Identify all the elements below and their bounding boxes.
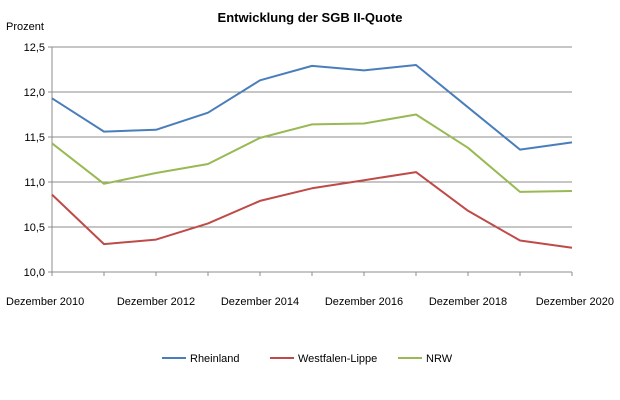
y-tick-label: 11,5 — [24, 132, 45, 144]
x-tick-label: Dezember 2018 — [429, 296, 507, 308]
y-tick-label: 12,0 — [24, 87, 45, 99]
legend-label: Rheinland — [190, 353, 240, 365]
y-tick-label: 12,5 — [24, 42, 45, 54]
series-line-2 — [51, 113, 573, 193]
legend-label: NRW — [426, 353, 453, 365]
x-tick-label: Dezember 2016 — [325, 296, 403, 308]
x-tick-label: Dezember 2010 — [6, 296, 84, 308]
series-line-0 — [51, 64, 573, 151]
x-tick-labels: Dezember 2010 Dezember 2012 Dezember 2014 D… — [6, 296, 614, 308]
y-axis-label: Prozent — [6, 21, 44, 33]
series-lines — [51, 64, 573, 249]
legend-label: Westfalen-Lippe — [298, 353, 377, 365]
x-tick-label: Dezember 2012 — [117, 296, 195, 308]
y-tick-label: 10,5 — [24, 222, 45, 234]
x-tick-label: Dezember 2020 — [536, 296, 614, 308]
y-tick-labels: 10,0 10,5 11,0 11,5 12,0 12,5 — [24, 42, 45, 279]
y-tick-label: 11,0 — [24, 177, 45, 189]
gridlines — [48, 46, 572, 273]
x-tick-label: Dezember 2014 — [221, 296, 299, 308]
y-tick-label: 10,0 — [24, 267, 45, 279]
legend: Rheinland Westfalen-Lippe NRW — [162, 353, 453, 365]
series-line-1 — [51, 171, 573, 249]
axes — [51, 47, 573, 276]
chart-title: Entwicklung der SGB II-Quote — [218, 10, 403, 25]
